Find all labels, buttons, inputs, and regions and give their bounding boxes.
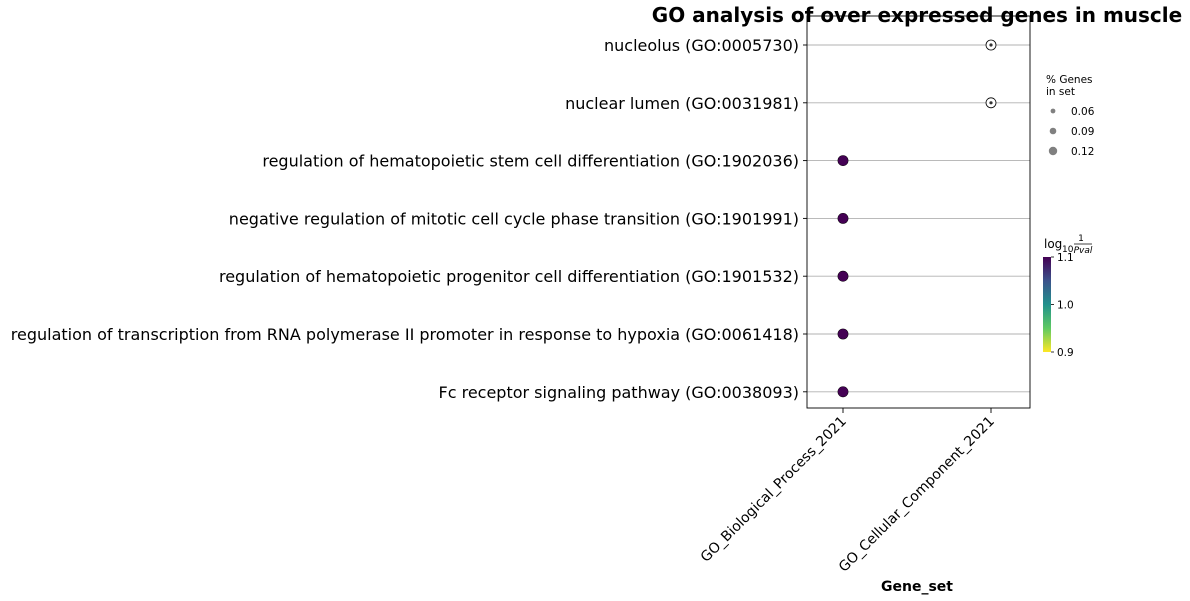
x-tick-label: GO_Cellular_Component_2021 xyxy=(836,414,998,576)
y-tick-labels: nucleolus (GO:0005730) nuclear lumen (GO:… xyxy=(11,36,807,402)
x-axis-label: Gene_set xyxy=(881,579,953,595)
size-legend-marker xyxy=(1048,146,1058,156)
colorbar-tick-label: 1.1 xyxy=(1057,252,1074,264)
data-point xyxy=(989,101,993,105)
data-point xyxy=(838,155,848,166)
size-legend-title-line1: % Genes xyxy=(1046,74,1093,86)
colorbar-tick-label: 0.9 xyxy=(1057,347,1074,359)
data-points xyxy=(837,39,997,398)
plot-area-frame xyxy=(806,15,1031,409)
data-point xyxy=(838,386,848,397)
size-legend-label: 0.12 xyxy=(1071,146,1094,158)
size-legend-title-line2: in set xyxy=(1046,86,1075,98)
size-legend-marker xyxy=(1050,108,1056,114)
y-tick-label: negative regulation of mitotic cell cycl… xyxy=(229,209,799,228)
colorbar-title-numerator: 1 xyxy=(1078,234,1084,244)
y-tick-label: nuclear lumen (GO:0031981) xyxy=(565,94,799,113)
data-point xyxy=(838,271,848,282)
colorbar-title-sub: 10 xyxy=(1062,245,1074,255)
size-legend-marker xyxy=(1049,127,1057,135)
size-legend-label: 0.09 xyxy=(1071,126,1094,138)
colorbar-title-denominator: Pval xyxy=(1074,246,1093,256)
y-tick-label: nucleolus (GO:0005730) xyxy=(604,36,799,55)
colorbar-title-log: log xyxy=(1044,237,1062,251)
size-legend: % Genes in set 0.06 0.09 0.12 xyxy=(1046,74,1095,158)
data-point xyxy=(838,213,848,224)
y-tick-label: regulation of hematopoietic progenitor c… xyxy=(219,267,799,286)
colorbar: log 10 1 Pval 1.1 1.0 0.9 xyxy=(1043,234,1093,359)
colorbar-gradient xyxy=(1043,257,1051,352)
y-tick-label: Fc receptor signaling pathway (GO:003809… xyxy=(439,383,800,402)
y-tick-label: regulation of hematopoietic stem cell di… xyxy=(262,152,799,171)
x-tick-label: GO_Biological_Process_2021 xyxy=(698,414,850,566)
data-point xyxy=(989,43,993,47)
size-legend-label: 0.06 xyxy=(1071,106,1095,118)
x-tick-labels: GO_Biological_Process_2021GO_Cellular_Co… xyxy=(698,408,998,575)
chart-title: GO analysis of over expressed genes in m… xyxy=(652,3,1182,27)
colorbar-tick-label: 1.0 xyxy=(1057,300,1074,312)
data-point xyxy=(838,329,848,339)
y-tick-label: regulation of transcription from RNA pol… xyxy=(11,325,799,344)
